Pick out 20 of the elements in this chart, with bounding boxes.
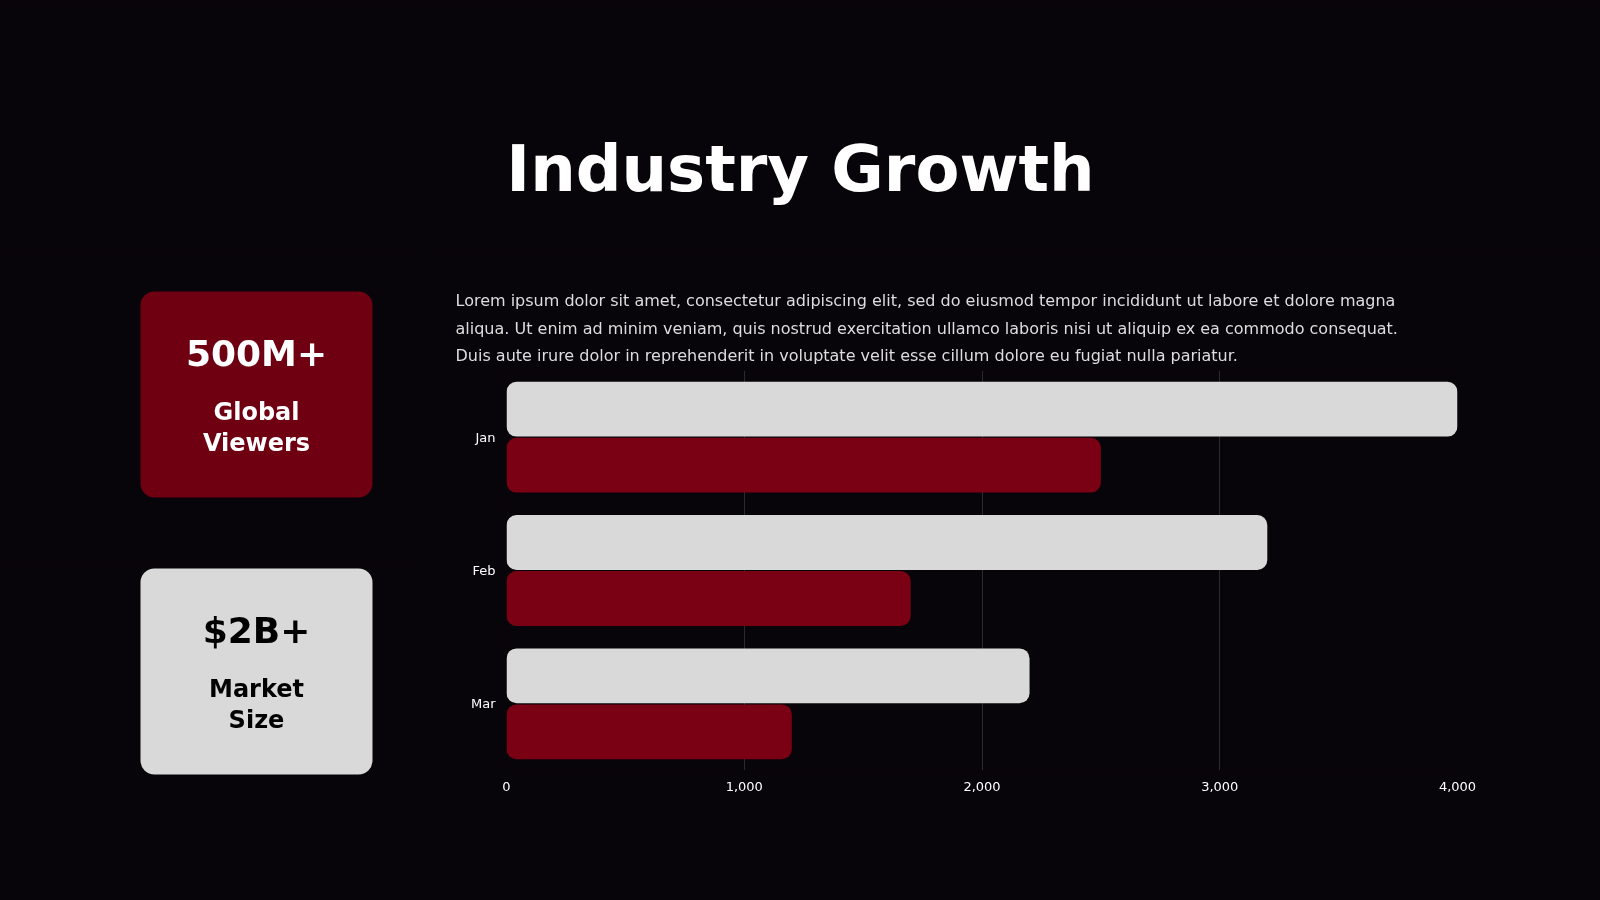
text: Global Viewers — [202, 397, 311, 457]
bar — [506, 571, 911, 626]
bar — [506, 704, 792, 760]
bar — [506, 437, 1101, 493]
x-tick-label: 1,000 — [725, 778, 763, 794]
chart-subtitle: Lorem ipsum dolor sit amet, consectetur adipiscing elit, sed do eiusmod tempor incididunt ut labore et dolore magna aliqua. Ut enim ad minim veniam, quis nostrud exercitation ullamco laboris nisi ut aliquip ex ea commodo consequat. Duis aute irure dolor in reprehenderit in voluptate velit esse cillum dolore eu fugiat nulla pariatur. — [455, 291, 1398, 366]
bar — [506, 381, 1458, 437]
x-tick-label: 4,000 — [1438, 778, 1477, 794]
y-tick-label: Jan — [474, 429, 496, 445]
chart-title: Industry Growth — [506, 131, 1095, 206]
x-tick-label: 3,000 — [1201, 778, 1239, 794]
bar — [506, 648, 1030, 704]
y-tick-label: Mar — [470, 696, 497, 712]
x-tick-label: 2,000 — [963, 778, 1001, 794]
text: 500M+ — [185, 333, 328, 374]
text: Market Size — [209, 674, 304, 734]
x-tick-label: 0 — [502, 778, 511, 794]
text: $2B+ — [202, 610, 311, 651]
bar — [506, 515, 1268, 570]
y-tick-label: Feb — [472, 563, 496, 578]
